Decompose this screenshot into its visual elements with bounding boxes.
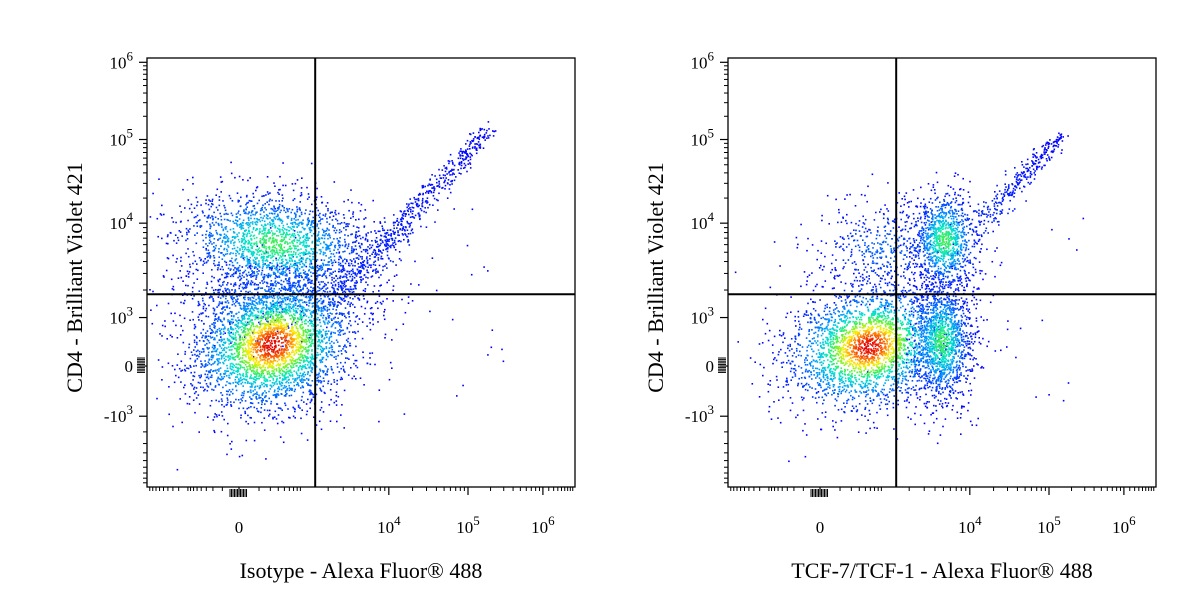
x-axis: 0 104 105 106 bbox=[149, 487, 574, 537]
y-tick-label: 105 bbox=[110, 126, 134, 150]
density-dots bbox=[149, 121, 505, 471]
tick-exp: 6 bbox=[548, 513, 555, 528]
tick-exp: 4 bbox=[975, 513, 982, 528]
x-axis-title: Isotype - Alexa Fluor® 488 bbox=[240, 558, 483, 583]
tick-exp: 4 bbox=[127, 209, 134, 224]
tick-exp: 3 bbox=[708, 402, 715, 417]
density-dots bbox=[734, 132, 1085, 463]
tick-base: 10 bbox=[691, 214, 708, 233]
tick-base: 10 bbox=[1112, 518, 1129, 537]
y-tick-label: -103 bbox=[104, 402, 133, 426]
plot-frame bbox=[146, 57, 576, 488]
tick-base: 10 bbox=[691, 309, 708, 328]
x-axis-title: TCF-7/TCF-1 - Alexa Fluor® 488 bbox=[791, 558, 1093, 583]
tick-exp: 3 bbox=[708, 304, 715, 319]
x-tick-label: 106 bbox=[1112, 513, 1136, 537]
tick-exp: 6 bbox=[1129, 513, 1136, 528]
tick-base: 10 bbox=[691, 131, 708, 150]
y-tick-label: -103 bbox=[685, 402, 714, 426]
x-tick-label: 104 bbox=[377, 513, 401, 537]
plot-frame bbox=[727, 57, 1157, 488]
y-axis-title: CD4 - Brilliant Violet 421 bbox=[62, 162, 87, 392]
tick-exp: 5 bbox=[1054, 513, 1061, 528]
x-tick-label: 104 bbox=[958, 513, 982, 537]
y-tick-label: 105 bbox=[691, 126, 715, 150]
tick-exp: 5 bbox=[127, 126, 134, 141]
tick-exp: 6 bbox=[127, 48, 134, 63]
x-tick-label: 106 bbox=[531, 513, 555, 537]
x-axis: 0 104 105 106 bbox=[730, 487, 1155, 537]
x-tick-label: 0 bbox=[816, 518, 825, 537]
y-tick-label: 103 bbox=[691, 304, 715, 328]
tick-base: 0 bbox=[235, 518, 244, 537]
tick-base: 0 bbox=[125, 357, 134, 376]
tick-base: 10 bbox=[110, 53, 127, 72]
tick-base: 10 bbox=[377, 518, 394, 537]
tick-base: 10 bbox=[456, 518, 473, 537]
tick-base: 10 bbox=[958, 518, 975, 537]
y-tick-label: 0 bbox=[125, 357, 134, 376]
tick-base: 0 bbox=[816, 518, 825, 537]
y-tick-label: 0 bbox=[706, 357, 715, 376]
tick-base: 10 bbox=[110, 309, 127, 328]
tick-base: -10 bbox=[104, 407, 127, 426]
tick-exp: 3 bbox=[127, 402, 134, 417]
tick-exp: 3 bbox=[127, 304, 134, 319]
tick-exp: 4 bbox=[394, 513, 401, 528]
tick-base: 10 bbox=[110, 214, 127, 233]
tick-exp: 6 bbox=[708, 48, 715, 63]
y-tick-label: 104 bbox=[110, 209, 134, 233]
tick-base: 10 bbox=[531, 518, 548, 537]
y-axis-title: CD4 - Brilliant Violet 421 bbox=[643, 162, 668, 392]
x-tick-label: 105 bbox=[1037, 513, 1061, 537]
x-tick-label: 105 bbox=[456, 513, 480, 537]
tick-base: 10 bbox=[110, 131, 127, 150]
tick-base: 10 bbox=[691, 53, 708, 72]
tick-exp: 4 bbox=[708, 209, 715, 224]
x-tick-label: 0 bbox=[235, 518, 244, 537]
y-tick-label: 106 bbox=[691, 48, 715, 72]
tick-base: 0 bbox=[706, 357, 715, 376]
y-tick-label: 103 bbox=[110, 304, 134, 328]
y-tick-label: 106 bbox=[110, 48, 134, 72]
tick-exp: 5 bbox=[473, 513, 480, 528]
tick-base: 10 bbox=[1037, 518, 1054, 537]
y-tick-label: 104 bbox=[691, 209, 715, 233]
tick-exp: 5 bbox=[708, 126, 715, 141]
tick-base: -10 bbox=[685, 407, 708, 426]
